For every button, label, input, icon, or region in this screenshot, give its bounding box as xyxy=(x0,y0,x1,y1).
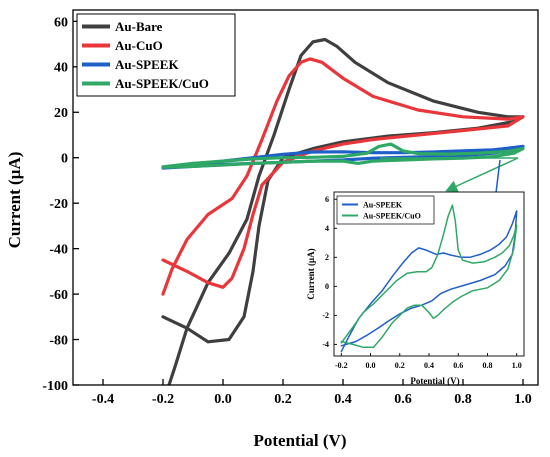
main-x-tick-label: 0.2 xyxy=(274,392,292,407)
main-plot: -0.4 -0.2 0.0 0.2 0.4 0.6 0.8 1.0-100-80-60-40-… xyxy=(5,9,539,450)
main-x-tick-label: 0.4 xyxy=(334,392,352,407)
main-legend-label-2: Au-CuO xyxy=(115,38,163,53)
inset-y-tick-label: 4 xyxy=(325,224,329,233)
inset-legend: Au-SPEEK Au-SPEEK/CuO xyxy=(336,195,435,225)
main-legend-label-1: Au-Bare xyxy=(115,19,163,34)
inset-x-tick-label: -0.2 xyxy=(335,361,348,370)
inset-plot: -0.2 0.0 0.2 0.4 0.6 0.8 1.0 -4 -2 0 2 4 6 Potential… xyxy=(306,191,525,386)
main-y-tick-label: -100 xyxy=(42,379,68,394)
main-x-tick-label: 0.0 xyxy=(214,392,232,407)
main-x-tick-label: -0.2 xyxy=(152,392,174,407)
main-y-tick-label: -80 xyxy=(49,333,68,348)
main-x-axis-label: Potential (V) xyxy=(253,431,346,450)
main-plot-frame xyxy=(72,9,539,386)
inset-x-tick-label: 0.2 xyxy=(395,361,405,370)
inset-y-tick-label: -4 xyxy=(322,340,329,349)
inset-x-tick-label: 0.0 xyxy=(366,361,376,370)
inset-y-axis-label: Current (µA) xyxy=(306,248,316,299)
main-y-tick-label: 0 xyxy=(61,152,68,167)
main-series-line-1 xyxy=(161,37,525,385)
green-callout-arrow xyxy=(445,157,519,192)
main-y-tick-label: -40 xyxy=(49,243,68,258)
inset-axes: -0.2 0.0 0.2 0.4 0.6 0.8 1.0 -4 -2 0 2 4 6 xyxy=(322,191,525,370)
main-y-tick-label: 40 xyxy=(54,61,68,76)
main-y-tick-label: 60 xyxy=(54,15,68,30)
inset-x-tick-label: 0.4 xyxy=(424,361,434,370)
inset-curves xyxy=(340,204,518,353)
main-legend-label-4: Au-SPEEK/CuO xyxy=(115,76,209,91)
inset-series-line-2 xyxy=(340,204,518,349)
main-y-tick-label: -60 xyxy=(49,288,68,303)
inset-x-tick-label: 0.8 xyxy=(482,361,492,370)
inset-x-tick-label: 1.0 xyxy=(512,361,522,370)
main-x-tick-label: 0.8 xyxy=(454,392,472,407)
main-x-tick-label: 1.0 xyxy=(514,392,532,407)
main-legend-label-3: Au-SPEEK xyxy=(115,57,179,72)
inset-legend-frame xyxy=(336,195,435,225)
main-y-tick-label: -20 xyxy=(49,197,68,212)
main-x-tick-label: -0.4 xyxy=(92,392,114,407)
inset-legend-label-1: Au-SPEEK xyxy=(363,200,403,209)
inset-x-tick-label: 0.6 xyxy=(453,361,463,370)
inset-x-axis-label: Potential (V) xyxy=(410,376,459,386)
inset-y-tick-label: 2 xyxy=(325,253,329,262)
main-y-axis-label: Current (µA) xyxy=(5,152,24,249)
main-curves xyxy=(161,37,525,385)
main-legend: Au-Bare Au-CuO Au-SPEEK Au-SPEEK/CuO xyxy=(76,13,236,97)
inset-y-tick-label: 6 xyxy=(325,195,329,204)
inset-legend-label-2: Au-SPEEK/CuO xyxy=(363,211,421,220)
main-y-tick-label: 20 xyxy=(54,106,68,121)
inset-y-tick-label: 0 xyxy=(325,282,329,291)
inset-series-line-1 xyxy=(340,210,518,353)
inset-y-tick-label: -2 xyxy=(322,311,329,320)
main-x-tick-label: 0.6 xyxy=(394,392,412,407)
main-series-line-4 xyxy=(161,142,525,169)
main-axes: -0.4 -0.2 0.0 0.2 0.4 0.6 0.8 1.0-100-80-60-40-… xyxy=(42,9,539,407)
